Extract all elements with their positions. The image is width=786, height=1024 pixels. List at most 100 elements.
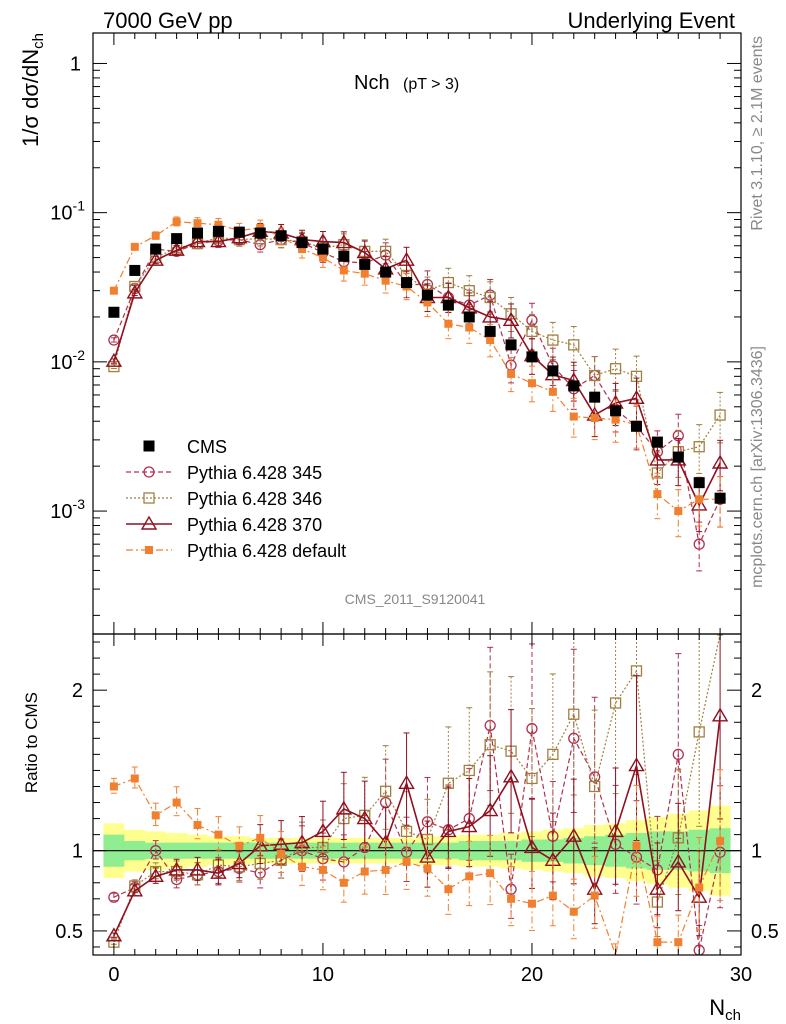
ratio-point-p370 <box>461 818 478 833</box>
main-point-cms <box>150 243 162 255</box>
main-point-default <box>611 415 620 424</box>
y-tick-label-main: 10-3 <box>50 496 85 523</box>
main-point-p370 <box>147 251 164 266</box>
legend-marker-p370 <box>140 515 158 530</box>
ratio-point-default <box>256 833 265 842</box>
ratio-point-p345 <box>338 856 350 868</box>
ratio-frame <box>92 633 742 956</box>
side-label-mcplots: mcplots.cern.ch [arXiv:1306.3436] <box>749 346 766 588</box>
main-point-p370 <box>628 389 645 404</box>
main-point-default <box>590 414 599 423</box>
ratio-point-p370 <box>231 855 248 870</box>
ratio-point-default <box>465 872 474 881</box>
legend-label-p345: Pythia 6.428 345 <box>187 463 322 483</box>
ratio-point-p370 <box>398 774 415 789</box>
ratio-point-default <box>214 830 223 839</box>
main-point-p345 <box>108 334 120 346</box>
main-point-default <box>527 379 536 388</box>
main-point-default <box>214 220 223 229</box>
main-point-cms <box>108 306 120 318</box>
main-point-cms <box>651 436 663 448</box>
main-point-p370 <box>711 454 729 469</box>
y-tick-label-exp: -3 <box>73 496 86 512</box>
ratio-point-p370 <box>314 823 332 838</box>
legend-label-default: Pythia 6.428 default <box>187 541 346 561</box>
watermark: CMS_2011_S9120041 <box>345 591 486 607</box>
main-point-p370 <box>398 251 415 266</box>
main-point-cms <box>233 226 245 238</box>
ratio-point-p370 <box>607 823 624 838</box>
x-tick-label: 10 <box>312 964 334 986</box>
x-axis-label-main: N <box>709 995 725 1020</box>
ratio-point-default <box>151 811 160 820</box>
ratio-point-p346 <box>379 785 392 797</box>
ratio-point-p346 <box>693 726 705 738</box>
main-point-p345 <box>693 538 705 550</box>
ratio-point-default <box>548 891 557 900</box>
main-point-default <box>151 231 160 240</box>
main-point-p346 <box>693 441 705 453</box>
main-point-cms <box>630 420 642 432</box>
ratio-point-default <box>444 885 453 894</box>
main-point-cms <box>714 492 726 504</box>
side-label-rivet: Rivet 3.1.10, ≥ 2.1M events <box>749 36 766 231</box>
ratio-point-p370 <box>168 861 185 876</box>
y-axis-label-main: 1/σ dσ/dNch <box>18 33 47 147</box>
main-point-default <box>486 336 495 345</box>
ratio-point-default <box>569 907 578 916</box>
ratio-point-p346 <box>568 708 580 720</box>
y-tick-label-main: 10-1 <box>50 198 85 225</box>
ratio-point-default <box>318 865 327 874</box>
ratio-point-p370 <box>523 839 541 854</box>
ratio-point-p345 <box>693 944 705 955</box>
main-point-p346 <box>526 325 538 338</box>
y-tick-label-ratio: 2 <box>72 680 83 702</box>
main-point-p370 <box>210 233 227 248</box>
ratio-point-p345 <box>150 845 162 857</box>
ratio-point-default <box>695 883 704 892</box>
y-axis-label-main-text: 1/σ dσ/dN <box>18 49 43 147</box>
main-point-p346 <box>714 409 726 421</box>
ratio-point-p370 <box>711 707 729 722</box>
ratio-point-default <box>653 938 662 947</box>
ratio-point-p370 <box>356 810 373 825</box>
main-point-cms <box>275 230 287 242</box>
main-point-default <box>130 242 139 251</box>
main-point-default <box>109 286 118 295</box>
main-point-cms <box>526 351 538 363</box>
y-tick-label-ratio-right: 1 <box>751 841 762 863</box>
main-point-cms <box>401 277 413 289</box>
main-point-cms <box>421 289 433 301</box>
main-point-default <box>172 217 181 226</box>
legend-marker-cms <box>143 440 155 452</box>
main-point-cms <box>568 380 580 392</box>
main-point-default <box>695 495 704 504</box>
ratio-point-default <box>339 878 348 887</box>
ratio-point-default <box>172 798 181 807</box>
y-axis-label-main-sub: ch <box>30 33 47 49</box>
plot-title-sub: (pT > 3) <box>403 76 459 93</box>
x-axis-label: Nch <box>709 995 741 1024</box>
x-tick-label: 20 <box>521 964 543 986</box>
main-point-cms <box>610 405 622 417</box>
ratio-point-p370 <box>649 880 666 895</box>
y-tick-label-base: 10 <box>50 203 72 225</box>
ratio-point-p370 <box>565 827 582 842</box>
main-point-cms <box>171 233 183 245</box>
main-point-p346 <box>589 369 601 382</box>
ratio-point-default <box>402 857 411 866</box>
ratio-point-default <box>130 774 139 783</box>
main-point-default <box>548 387 557 396</box>
plot-title: Nch (pT > 3) <box>354 72 459 94</box>
y-tick-label-ratio-right: 0.5 <box>751 921 779 943</box>
ratio-point-p346 <box>400 825 413 838</box>
main-point-cms <box>693 477 705 489</box>
ratio-point-p346 <box>589 780 601 793</box>
ratio-point-p370 <box>628 757 645 772</box>
ratio-point-default <box>486 869 495 878</box>
ratio-point-default <box>235 841 244 850</box>
legend-label-p346: Pythia 6.428 346 <box>187 489 322 509</box>
ratio-point-p370 <box>481 802 499 817</box>
ratio-point-p370 <box>440 823 457 838</box>
